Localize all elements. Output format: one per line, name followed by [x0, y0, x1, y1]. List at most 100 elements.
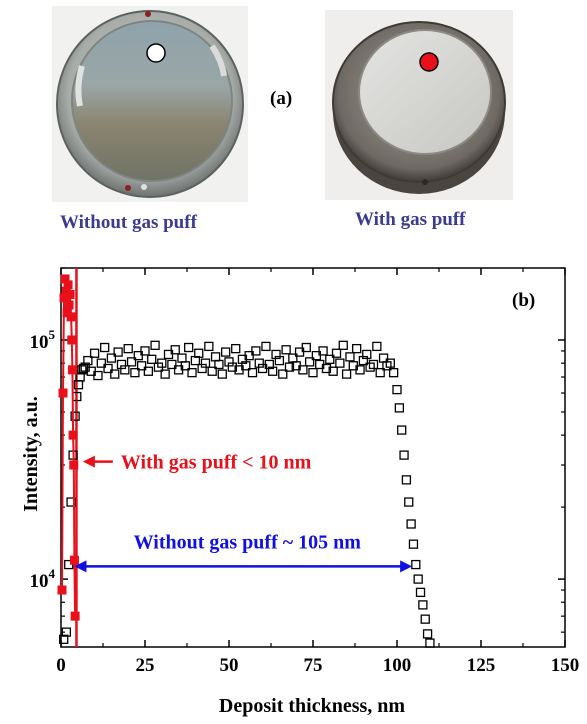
- x-tick-label: 25: [136, 655, 155, 676]
- data-point-black: [210, 352, 221, 362]
- annotations: With gas puff < 10 nm Without gas puff ~ …: [74, 452, 413, 573]
- data-point-red: [63, 280, 73, 290]
- data-point-black: [304, 357, 315, 367]
- chart-b: 0 25 50 75 100 125 150 104 105 With gas puff < 1…: [20, 267, 580, 717]
- data-point-red: [65, 289, 75, 299]
- data-point-black: [106, 353, 117, 363]
- y-tick-label: 104: [30, 566, 56, 592]
- data-point-black: [96, 358, 106, 368]
- data-point-black: [150, 340, 160, 350]
- data-point-black: [110, 369, 120, 379]
- data-point-black: [130, 368, 140, 378]
- blue-arrow-head-right: [400, 560, 413, 573]
- data-point-black: [325, 354, 335, 364]
- data-point-black: [70, 411, 80, 421]
- data-point-black: [399, 450, 409, 460]
- data-point-black: [362, 349, 372, 360]
- x-axis-label: Deposit thickness, nm: [219, 695, 405, 717]
- data-point-black: [338, 340, 348, 350]
- measurement-marker-white: [146, 43, 166, 63]
- data-point-black: [388, 368, 399, 378]
- data-point-black: [167, 359, 177, 370]
- data-point-black: [187, 368, 197, 378]
- data-point-black: [83, 355, 93, 366]
- data-point-black: [397, 425, 407, 435]
- panel-label-a: (a): [270, 88, 293, 109]
- data-point-black: [113, 347, 123, 357]
- sample-disc-without-gas-puff: [56, 10, 244, 198]
- data-point-black: [422, 629, 433, 639]
- data-point-black: [418, 600, 428, 610]
- data-point-black: [406, 519, 416, 529]
- data-point-black: [184, 342, 194, 353]
- data-point-black: [341, 369, 352, 379]
- data-point-black: [375, 368, 385, 378]
- data-point-black: [401, 475, 412, 485]
- data-point-black: [157, 358, 167, 368]
- data-point-black: [281, 345, 291, 355]
- data-point-red: [70, 611, 80, 621]
- x-tick-label: 125: [467, 655, 496, 676]
- series-black-squares: [59, 340, 435, 648]
- data-point-black: [247, 368, 258, 378]
- data-point-black: [308, 368, 318, 378]
- data-point-black: [103, 363, 113, 374]
- data-point-black: [123, 343, 133, 354]
- data-point-black: [244, 350, 254, 361]
- data-point-black: [220, 347, 231, 357]
- data-point-black: [392, 384, 402, 395]
- data-point-red: [66, 312, 76, 322]
- data-point-red: [58, 388, 68, 398]
- data-point-red: [57, 585, 67, 595]
- photo-sample-with-gas-puff: [325, 10, 513, 200]
- y-axis-label: Intensity, a.u.: [20, 396, 42, 512]
- data-point-black: [93, 370, 103, 381]
- data-point-black: [89, 348, 100, 358]
- annotation-with-gas-puff: With gas puff < 10 nm: [121, 452, 312, 474]
- data-point-black: [345, 352, 355, 362]
- data-point-black: [251, 346, 261, 356]
- blue-arrow-head-left: [74, 560, 87, 573]
- x-tick-label: 100: [383, 655, 412, 676]
- data-point-black: [328, 366, 338, 376]
- data-point-black: [241, 361, 251, 371]
- data-point-black: [311, 350, 322, 361]
- data-point-black: [133, 350, 143, 361]
- data-point-black: [420, 614, 430, 624]
- data-point-red: [64, 300, 74, 310]
- data-point-black: [331, 348, 342, 358]
- data-point-black: [352, 343, 362, 354]
- data-point-black: [268, 366, 278, 376]
- data-point-black: [100, 342, 110, 353]
- data-point-black: [413, 574, 423, 584]
- y-tick-label: 105: [30, 327, 56, 353]
- data-point-red: [67, 335, 77, 345]
- reflection-highlight: [209, 44, 227, 77]
- x-tick-label: 0: [56, 655, 66, 676]
- data-point-black: [415, 587, 426, 598]
- panel-label-b: (b): [512, 290, 535, 311]
- data-point-red: [69, 555, 79, 565]
- axis-ticks: 0 25 50 75 100 125 150 104 105: [30, 267, 580, 676]
- data-point-black: [408, 539, 419, 549]
- data-point-black: [126, 357, 137, 367]
- data-point-red: [68, 430, 78, 440]
- data-point-black: [372, 341, 382, 352]
- data-point-black: [301, 342, 311, 353]
- photo-sample-without-gas-puff: [52, 6, 248, 202]
- data-point-black: [204, 341, 214, 352]
- reflection-highlight: [75, 65, 85, 107]
- data-point-black: [200, 358, 211, 368]
- data-point-black: [404, 497, 414, 507]
- data-point-black: [163, 349, 174, 360]
- data-point-black: [385, 358, 395, 368]
- data-point-black: [411, 559, 421, 570]
- data-point-black: [180, 361, 190, 371]
- x-tick-label: 150: [551, 655, 580, 676]
- caption-with-gas-puff: With gas puff: [355, 209, 466, 230]
- data-point-black: [298, 365, 308, 375]
- data-point-black: [170, 345, 180, 355]
- data-point-black: [147, 354, 157, 364]
- x-tick-label: 50: [220, 655, 239, 676]
- data-point-black: [177, 353, 187, 363]
